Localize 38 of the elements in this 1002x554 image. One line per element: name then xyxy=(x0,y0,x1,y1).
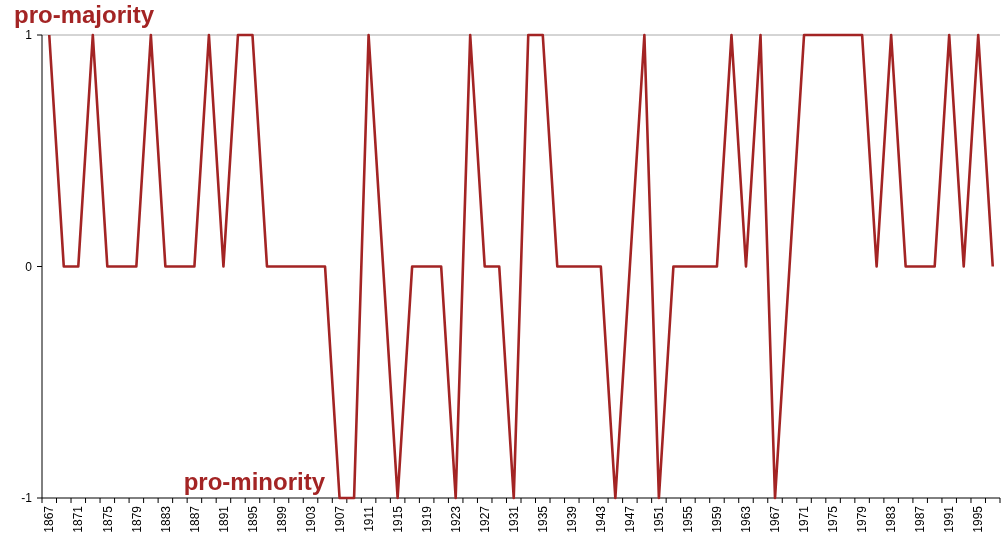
x-tick-label: 1891 xyxy=(216,505,231,533)
y-tick-label: -1 xyxy=(21,491,33,506)
y-tick-label: 0 xyxy=(25,259,33,274)
x-tick-label: 1875 xyxy=(100,505,115,533)
x-tick-label: 1903 xyxy=(303,505,318,533)
text: pro-majority xyxy=(14,1,155,28)
x-tick-label: 1967 xyxy=(768,505,783,533)
x-tick-label: 1943 xyxy=(594,505,609,533)
x-tick-label: 1879 xyxy=(129,505,144,533)
x-tick-label: 1927 xyxy=(477,505,492,533)
x-tick-label: 1947 xyxy=(623,505,638,533)
x-tick-label: 1955 xyxy=(681,505,696,533)
x-tick-label: 1919 xyxy=(419,505,434,533)
x-tick-label: 1935 xyxy=(535,505,550,533)
x-tick-label: 1951 xyxy=(652,505,667,533)
x-tick-label: 1991 xyxy=(942,505,957,533)
x-tick-label: 1887 xyxy=(187,505,202,533)
x-tick-label: 1883 xyxy=(158,505,173,533)
x-tick-label: 1931 xyxy=(506,505,521,533)
x-tick-label: 1871 xyxy=(71,505,86,533)
y-tick-label: 1 xyxy=(25,28,33,43)
x-tick-label: 1979 xyxy=(855,505,870,533)
annotation: pro-minority xyxy=(183,468,326,495)
x-tick-label: 1959 xyxy=(710,505,725,533)
x-tick-label: 1923 xyxy=(448,505,463,533)
x-tick-label: 1987 xyxy=(913,505,928,533)
x-tick-label: 1915 xyxy=(390,505,405,533)
x-tick-label: 1983 xyxy=(884,505,899,533)
x-tick-label: 1975 xyxy=(826,505,841,533)
x-tick-label: 1907 xyxy=(332,505,347,533)
x-tick-label: 1867 xyxy=(42,505,57,533)
x-tick-label: 1939 xyxy=(565,505,579,533)
x-tick-label: 1895 xyxy=(245,505,260,533)
x-tick-label: 1963 xyxy=(739,505,754,533)
x-tick-label: 1899 xyxy=(274,505,289,533)
x-tick-label: 1971 xyxy=(797,505,812,533)
x-tick-label: 1995 xyxy=(971,505,986,533)
x-tick-label: 1911 xyxy=(361,505,376,532)
